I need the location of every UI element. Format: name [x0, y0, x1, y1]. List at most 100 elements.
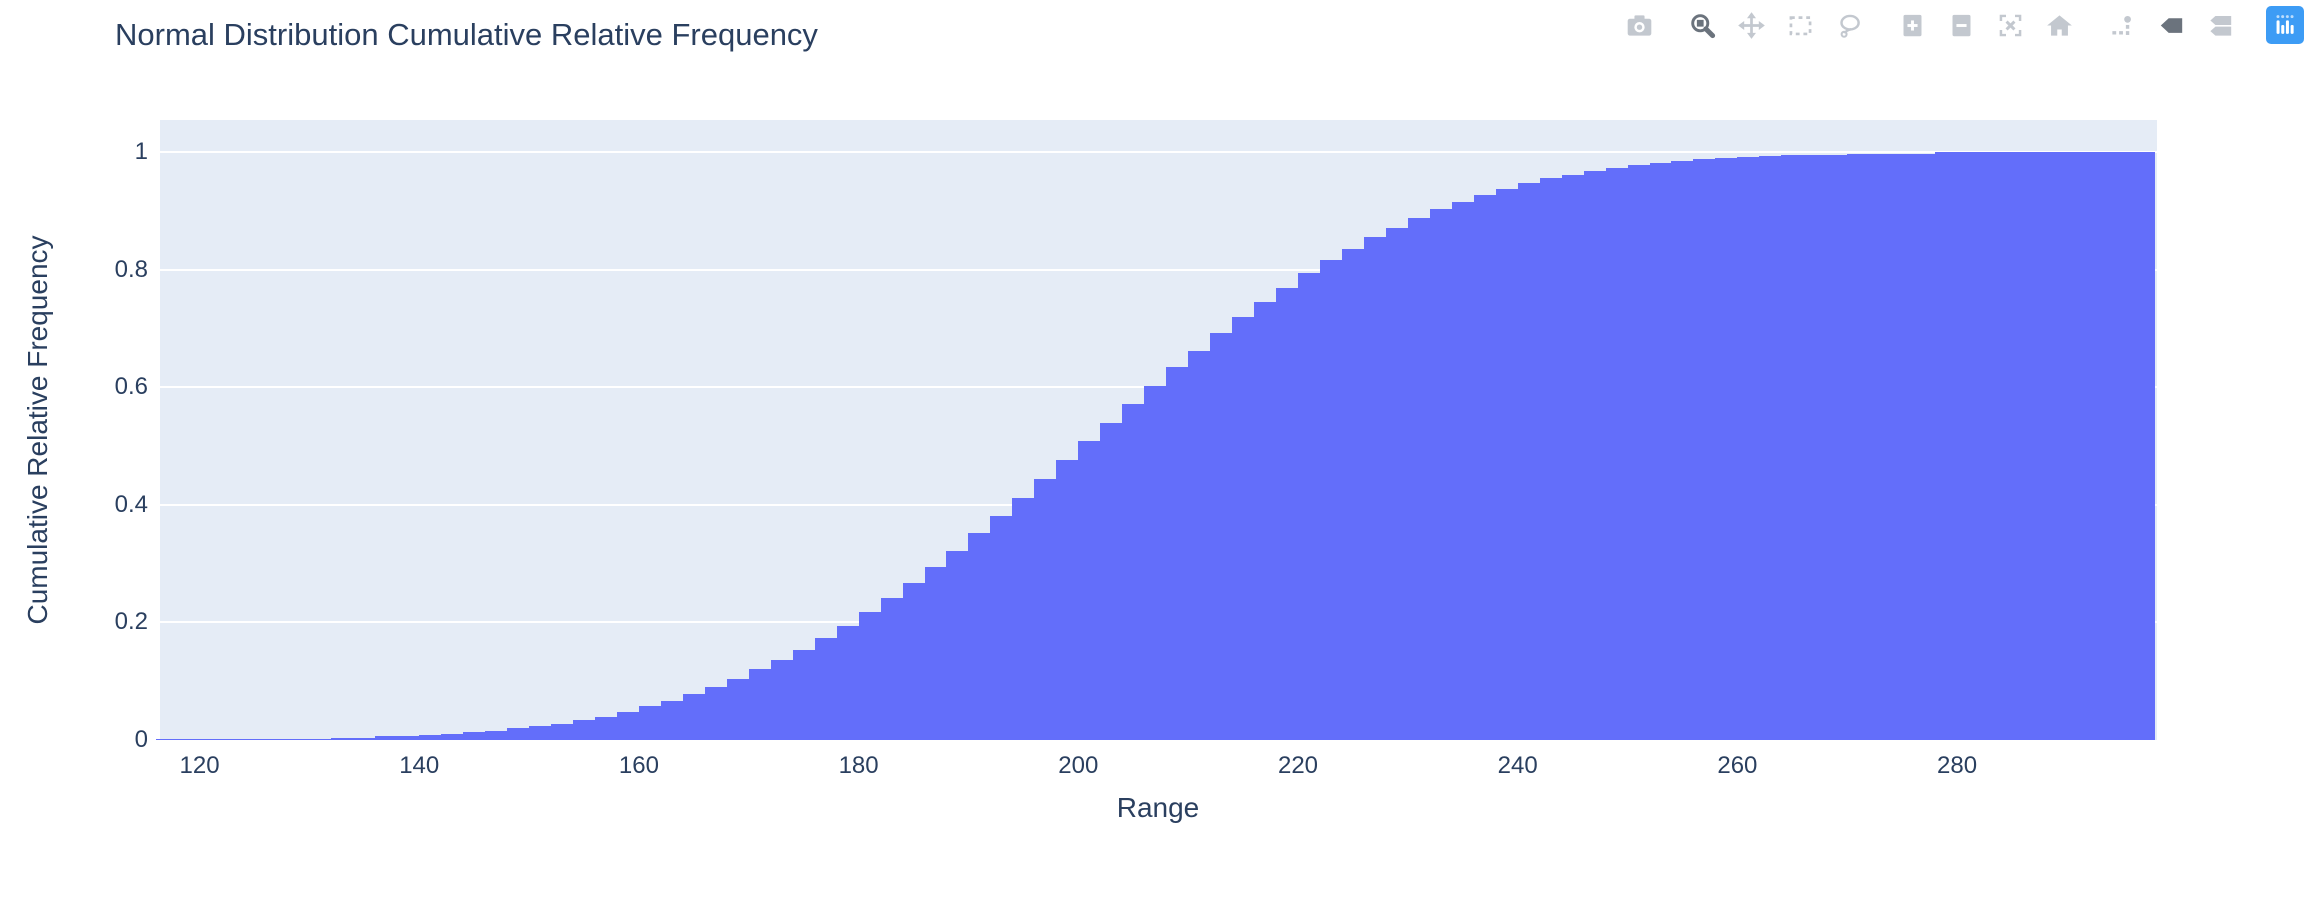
histogram-bar[interactable]: [1078, 441, 1101, 740]
histogram-bar[interactable]: [616, 711, 640, 740]
histogram-bar[interactable]: [507, 728, 530, 740]
histogram-bar[interactable]: [1473, 194, 1497, 740]
histogram-bar[interactable]: [1627, 165, 1650, 740]
zoom-icon[interactable]: [1687, 8, 1718, 42]
histogram-bar[interactable]: [309, 738, 332, 740]
histogram-bar[interactable]: [1034, 479, 1057, 740]
histogram-bar[interactable]: [1210, 333, 1233, 740]
histogram-bar[interactable]: [2132, 152, 2156, 740]
pan-icon[interactable]: [1736, 8, 1767, 42]
histogram-bar[interactable]: [2022, 152, 2046, 740]
reset-axes-home-icon[interactable]: [2044, 8, 2075, 42]
histogram-bar[interactable]: [880, 597, 904, 740]
histogram-bar[interactable]: [331, 737, 354, 740]
histogram-bar[interactable]: [1781, 154, 1804, 740]
histogram-bar[interactable]: [1957, 152, 1980, 740]
histogram-bar[interactable]: [1188, 350, 1211, 740]
histogram-bar[interactable]: [1122, 403, 1145, 740]
histogram-bar[interactable]: [1583, 171, 1607, 740]
histogram-bar[interactable]: [1232, 316, 1255, 740]
histogram-bar[interactable]: [924, 567, 947, 740]
histogram-bar[interactable]: [1254, 301, 1277, 740]
histogram-bar[interactable]: [1276, 287, 1299, 740]
histogram-bar[interactable]: [2066, 152, 2090, 740]
histogram-bar[interactable]: [1341, 248, 1365, 740]
histogram-bar[interactable]: [287, 738, 310, 740]
histogram-bar[interactable]: [199, 738, 222, 740]
histogram-bar[interactable]: [1935, 152, 1958, 740]
box-select-icon[interactable]: [1785, 8, 1816, 42]
histogram-bar[interactable]: [1979, 152, 2002, 740]
histogram-bar[interactable]: [792, 649, 816, 740]
histogram-bar[interactable]: [1319, 260, 1343, 740]
histogram-bar[interactable]: [397, 736, 420, 740]
toggle-spikelines-icon[interactable]: [2107, 8, 2138, 42]
histogram-bar[interactable]: [529, 725, 552, 740]
histogram-bar[interactable]: [1539, 178, 1563, 740]
histogram-bar[interactable]: [551, 723, 574, 740]
histogram-bar[interactable]: [946, 550, 969, 740]
histogram-bar[interactable]: [726, 678, 750, 740]
histogram-bar[interactable]: [1605, 167, 1629, 740]
histogram-bar[interactable]: [1913, 153, 1936, 740]
histogram-bar[interactable]: [1825, 154, 1848, 740]
histogram-bar[interactable]: [243, 738, 266, 740]
plot-area[interactable]: [155, 120, 2157, 740]
histogram-bar[interactable]: [748, 669, 772, 740]
histogram-bar[interactable]: [1671, 160, 1694, 740]
histogram-bar[interactable]: [221, 738, 244, 740]
histogram-bar[interactable]: [1451, 201, 1475, 740]
histogram-bar[interactable]: [1495, 188, 1519, 740]
camera-icon[interactable]: [1624, 8, 1655, 42]
histogram-bar[interactable]: [1407, 218, 1431, 740]
histogram-bar[interactable]: [441, 734, 464, 740]
histogram-bar[interactable]: [1429, 208, 1453, 740]
histogram-bar[interactable]: [1385, 227, 1409, 740]
histogram-bar[interactable]: [1847, 153, 1870, 740]
histogram-bar[interactable]: [1715, 158, 1738, 740]
histogram-bar[interactable]: [1166, 367, 1189, 740]
histogram-bar[interactable]: [1298, 273, 1321, 740]
histogram-bar[interactable]: [1737, 157, 1760, 740]
histogram-bar[interactable]: [1056, 460, 1079, 740]
histogram-bar[interactable]: [2001, 152, 2024, 740]
histogram-bar[interactable]: [1803, 154, 1826, 740]
lasso-select-icon[interactable]: [1834, 8, 1865, 42]
histogram-bar[interactable]: [1891, 153, 1914, 740]
histogram-bar[interactable]: [2110, 152, 2134, 740]
histogram-bar[interactable]: [594, 716, 618, 740]
histogram-bar[interactable]: [353, 737, 376, 740]
zoom-out-icon[interactable]: [1946, 8, 1977, 42]
autoscale-icon[interactable]: [1995, 8, 2026, 42]
hover-compare-icon[interactable]: [2205, 8, 2236, 42]
plotly-logo-icon[interactable]: [2266, 6, 2304, 44]
histogram-bar[interactable]: [1869, 153, 1892, 740]
histogram-bar[interactable]: [1693, 159, 1716, 740]
histogram-bar[interactable]: [1363, 236, 1387, 740]
histogram-bar[interactable]: [177, 738, 201, 740]
histogram-bar[interactable]: [485, 730, 508, 740]
histogram-bar[interactable]: [573, 720, 596, 740]
histogram-bar[interactable]: [463, 731, 486, 740]
histogram-bar[interactable]: [814, 637, 838, 740]
histogram-bar[interactable]: [155, 738, 179, 740]
histogram-bar[interactable]: [265, 738, 288, 740]
histogram-bar[interactable]: [1561, 174, 1585, 740]
histogram-bar[interactable]: [858, 611, 882, 740]
histogram-bar[interactable]: [375, 736, 398, 740]
histogram-bar[interactable]: [2088, 152, 2112, 740]
histogram-bar[interactable]: [1100, 422, 1123, 740]
histogram-bar[interactable]: [902, 582, 926, 740]
histogram-bar[interactable]: [1759, 155, 1782, 740]
histogram-bar[interactable]: [968, 533, 991, 740]
histogram-bar[interactable]: [419, 735, 442, 740]
hover-closest-icon[interactable]: [2156, 8, 2187, 42]
zoom-in-icon[interactable]: [1897, 8, 1928, 42]
histogram-bar[interactable]: [704, 687, 728, 740]
histogram-bar[interactable]: [1012, 497, 1035, 740]
histogram-bar[interactable]: [990, 515, 1013, 740]
histogram-bar[interactable]: [660, 701, 684, 740]
histogram-bar[interactable]: [2044, 152, 2068, 740]
histogram-bar[interactable]: [1517, 182, 1541, 740]
histogram-bar[interactable]: [682, 694, 706, 740]
